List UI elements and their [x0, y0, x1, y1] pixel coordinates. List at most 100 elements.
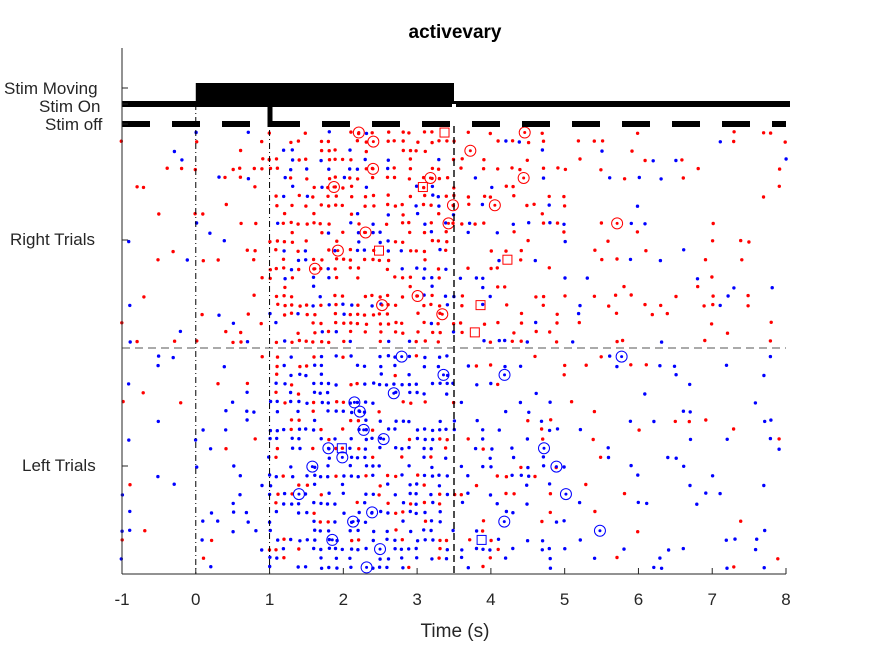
spike-point [348, 176, 352, 180]
response-marker [411, 290, 424, 303]
spike-point [592, 409, 597, 414]
spike-point [481, 447, 485, 451]
spike-point [445, 392, 449, 396]
spike-point [357, 240, 361, 244]
spike-point [320, 258, 324, 262]
spike-point [422, 473, 427, 478]
spike-point [777, 447, 781, 451]
spike-point [325, 502, 330, 506]
spike-point [438, 311, 442, 315]
spike-point [378, 339, 382, 344]
spike-point [179, 166, 184, 171]
spike-point [414, 249, 418, 253]
spike-point [732, 130, 736, 134]
spike-point [776, 557, 780, 561]
spike-point [377, 312, 382, 316]
spike-point [681, 176, 685, 180]
spike-point [289, 418, 294, 422]
spike-point [761, 131, 766, 135]
spike-point [291, 184, 295, 188]
spike-point [593, 248, 597, 252]
spike-point [481, 302, 485, 307]
spike-point [319, 139, 324, 144]
spike-point [274, 455, 278, 459]
spike-point [437, 304, 442, 308]
spike-point [430, 465, 434, 470]
spike-point [394, 474, 398, 479]
spike-point [615, 257, 619, 261]
spike-point [784, 157, 788, 161]
spike-point [533, 258, 537, 263]
spike-point [348, 329, 353, 334]
response-marker [387, 387, 400, 400]
spike-point [364, 428, 368, 432]
spike-point [466, 437, 470, 441]
response-marker [367, 135, 380, 148]
spike-point [222, 365, 226, 369]
spike-point [518, 400, 523, 405]
x-tick-label: 7 [707, 590, 716, 609]
spike-point [422, 528, 426, 532]
response-marker [517, 171, 530, 184]
spike-point [304, 339, 308, 343]
spike-point [666, 455, 670, 460]
spike-point [319, 363, 324, 368]
spike-point [709, 322, 714, 326]
ytick-label-right-trials: Right Trials [10, 230, 95, 249]
spike-point [511, 546, 515, 551]
spike-point [416, 330, 420, 334]
spike-point [333, 293, 337, 298]
spike-point [422, 446, 426, 451]
spike-point [386, 511, 390, 515]
spike-point [318, 391, 322, 395]
spike-point [438, 330, 442, 335]
response-marker-dot [447, 221, 451, 225]
spike-point [231, 340, 235, 345]
spike-point [305, 510, 309, 515]
spike-point [622, 547, 626, 551]
spike-point [415, 556, 419, 560]
spike-point [467, 202, 471, 206]
spike-point [289, 399, 293, 404]
spike-point [333, 311, 338, 316]
spike-point [423, 193, 427, 198]
ytick-label-stim-moving: Stim Moving [4, 79, 98, 98]
spike-point [312, 500, 316, 505]
stim-moving-bar [195, 83, 454, 103]
spike-point [495, 231, 499, 235]
spike-point [512, 230, 516, 234]
spike-point [459, 400, 464, 405]
spike-point [415, 539, 420, 543]
response-marker [348, 396, 361, 409]
spike-point [289, 268, 294, 272]
spike-point [475, 418, 479, 423]
spike-point [128, 528, 132, 532]
spike-point [298, 539, 302, 543]
spike-point [379, 509, 383, 514]
ytick-label-left-trials: Left Trials [22, 456, 96, 475]
response-marker-dot [365, 565, 369, 569]
spike-point [290, 230, 294, 235]
spike-point [326, 381, 331, 386]
spike-point [650, 312, 654, 317]
spike-point [415, 266, 419, 270]
spike-point [423, 339, 427, 343]
spike-point [128, 509, 132, 514]
spike-point [283, 175, 287, 180]
spike-point [429, 321, 434, 326]
response-marker [367, 162, 380, 175]
spike-point [414, 492, 418, 496]
spike-point [298, 372, 302, 376]
response-marker-dot [428, 176, 432, 180]
spike-point [422, 276, 426, 280]
spike-point [497, 428, 501, 432]
spike-point [739, 238, 743, 243]
spike-point [407, 547, 411, 551]
spike-point [400, 321, 404, 325]
spike-point [497, 338, 501, 343]
spike-point [303, 249, 308, 253]
spike-point [408, 502, 413, 506]
spike-point [327, 204, 331, 208]
spike-point [658, 258, 663, 263]
spike-point [364, 140, 368, 144]
